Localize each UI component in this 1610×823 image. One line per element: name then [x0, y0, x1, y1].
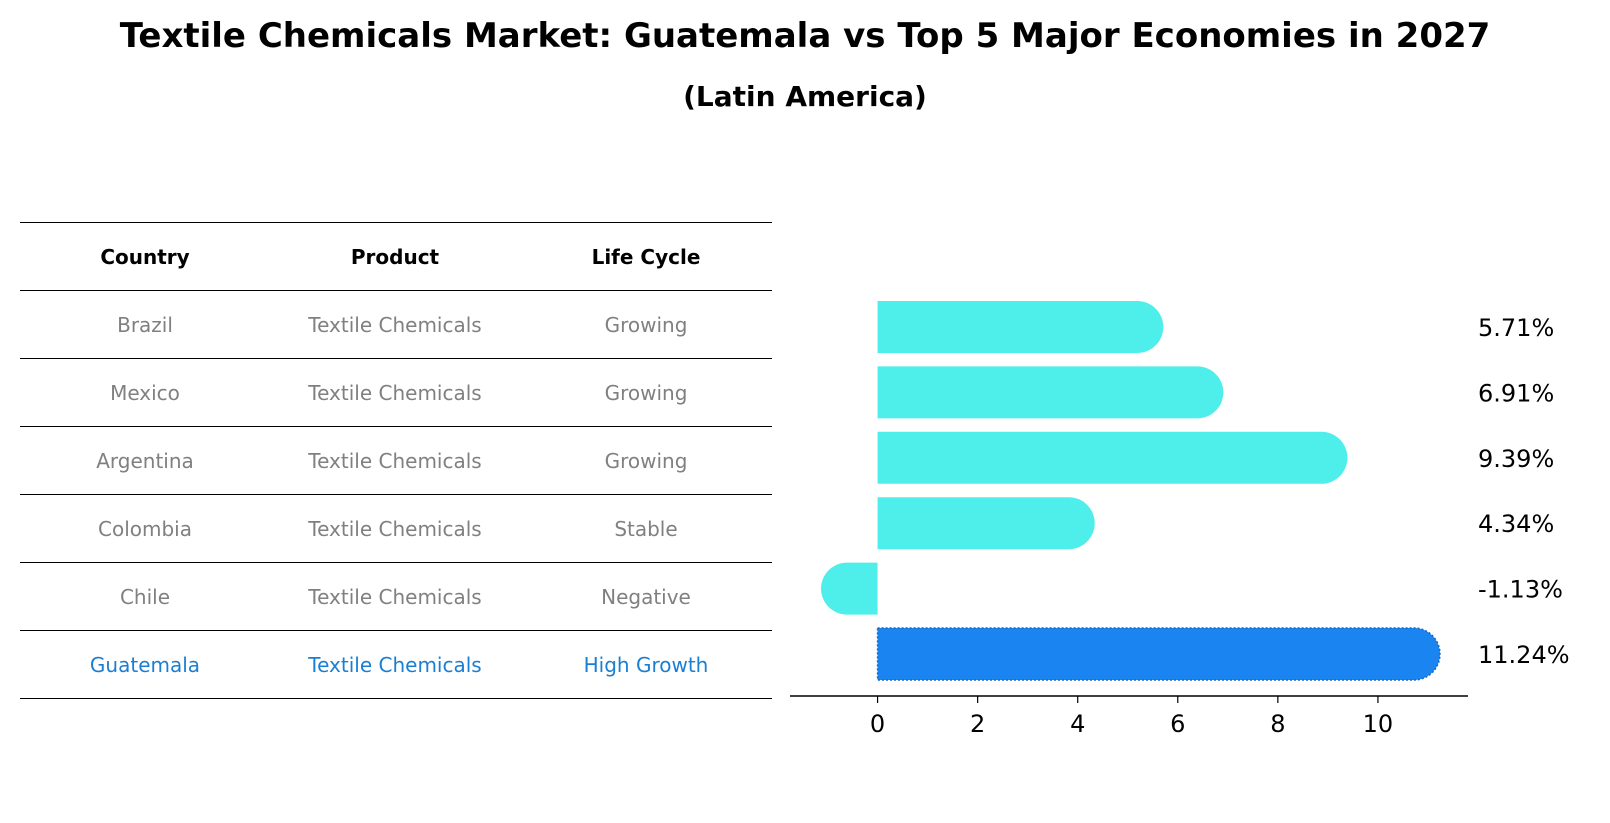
x-tick-label-6: 6 — [1170, 710, 1185, 738]
header-product: Product — [350, 244, 440, 269]
value-label-mexico: 6.91% — [1478, 379, 1554, 407]
bar-chile — [821, 562, 878, 615]
cell-country: Mexico — [110, 380, 180, 405]
bar-guatemala — [876, 627, 1441, 681]
value-label-guatemala: 11.24% — [1478, 641, 1570, 669]
chart-subtitle: (Latin America) — [683, 80, 927, 113]
header-life-cycle: Life Cycle — [591, 244, 701, 269]
bar-colombia — [877, 497, 1095, 550]
bar-brazil — [877, 301, 1164, 353]
bar-mexico — [877, 366, 1224, 419]
cell-country: Chile — [119, 584, 171, 609]
x-tick-label-4: 4 — [1070, 710, 1085, 738]
x-tick-label-0: 0 — [870, 710, 885, 738]
table-row: Brazil Textile Chemicals Growing — [20, 291, 772, 359]
x-tick-label-10: 10 — [1363, 710, 1394, 738]
x-tick-label-2: 2 — [970, 710, 985, 738]
table-row: Colombia Textile Chemicals Stable — [20, 495, 772, 563]
cell-life-cycle: Stable — [614, 516, 678, 541]
cell-product: Textile Chemicals — [308, 312, 482, 337]
cell-country: Guatemala — [89, 652, 201, 677]
chart-title: Textile Chemicals Market: Guatemala vs T… — [119, 16, 1491, 56]
cell-product: Textile Chemicals — [308, 516, 482, 541]
table-row: Argentina Textile Chemicals Growing — [20, 427, 772, 495]
cell-product: Textile Chemicals — [308, 652, 482, 677]
table-row: Chile Textile Chemicals Negative — [20, 563, 772, 631]
cell-country: Brazil — [117, 312, 173, 337]
cell-product: Textile Chemicals — [308, 380, 482, 405]
table-header-row: Country Product Life Cycle — [20, 222, 772, 291]
cell-country: Colombia — [98, 516, 192, 541]
cell-life-cycle: High Growth — [583, 652, 709, 677]
value-label-chile: -1.13% — [1478, 576, 1563, 604]
x-tick-label-8: 8 — [1270, 710, 1285, 738]
value-label-argentina: 9.39% — [1478, 445, 1554, 473]
cell-life-cycle: Negative — [601, 584, 691, 609]
cell-country: Argentina — [96, 448, 194, 473]
bar-argentina — [877, 431, 1348, 484]
cell-product: Textile Chemicals — [308, 584, 482, 609]
cell-life-cycle: Growing — [604, 312, 688, 337]
value-label-colombia: 4.34% — [1478, 510, 1554, 538]
header-country: Country — [100, 244, 190, 269]
cell-product: Textile Chemicals — [308, 448, 482, 473]
value-label-brazil: 5.71% — [1478, 314, 1554, 342]
table-row-highlight: Guatemala Textile Chemicals High Growth — [20, 631, 772, 699]
cell-life-cycle: Growing — [604, 448, 688, 473]
country-table: Country Product Life Cycle Brazil Textil… — [20, 222, 772, 699]
cell-life-cycle: Growing — [604, 380, 688, 405]
table-row: Mexico Textile Chemicals Growing — [20, 359, 772, 427]
